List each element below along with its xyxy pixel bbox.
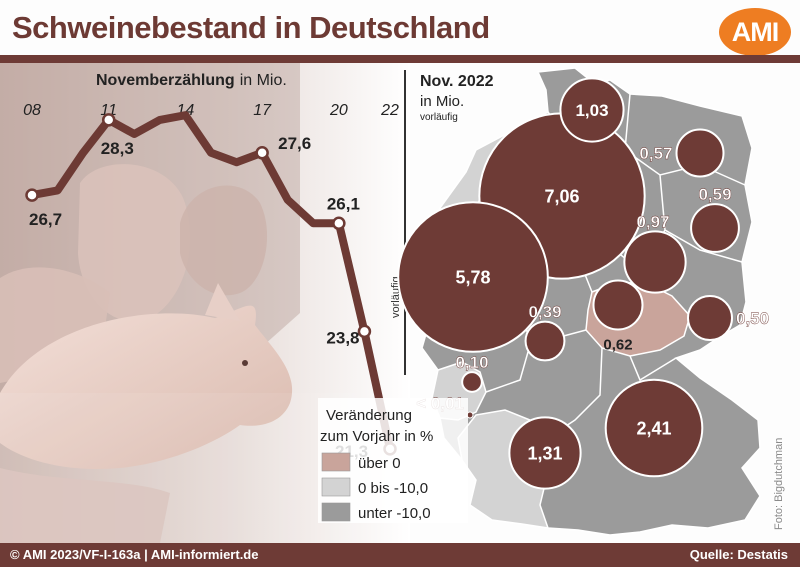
bubble-label: 2,41: [636, 418, 671, 438]
bubble-label: 0,57: [639, 144, 672, 163]
photo-credit: Foto: Bigdutchman: [773, 437, 785, 530]
map-bubble: [461, 371, 483, 393]
map-bubble: [559, 77, 625, 143]
bubble-label: 0,62: [603, 336, 632, 353]
map-bubble: [675, 128, 725, 178]
header-rule: [0, 55, 800, 63]
map-bubble: [508, 416, 582, 490]
footer-copyright: © AMI 2023/VF-I-163a | AMI-informiert.de: [10, 547, 259, 562]
legend: Veränderung zum Vorjahr in % über 0 0 bi…: [318, 398, 468, 523]
bubble-label: 1,03: [575, 101, 608, 120]
data-point: [332, 216, 346, 231]
line-chart-title-unit: in Mio.: [240, 72, 287, 89]
map-subtitle: vorläufig: [420, 112, 458, 123]
data-point: [25, 188, 39, 202]
bubble-label: 0,50: [736, 309, 769, 328]
x-tick-labels: 08 11 14 17 20 22: [23, 102, 399, 119]
line-chart-title: Novemberzählung in Mio.: [96, 72, 287, 89]
line-chart-title-main: Novemberzählung: [96, 72, 235, 89]
bubble-label: 0,59: [698, 185, 731, 204]
data-label: 23,8: [326, 328, 359, 347]
ami-logo: AMI: [719, 8, 791, 56]
page-title: Schweinebestand in Deutschland: [12, 10, 490, 45]
germany-map: Nov. 2022 in Mio. vorläufig 7,06 5,78 2,41…: [318, 67, 769, 536]
map-bubble: [397, 201, 549, 353]
data-point: [357, 324, 372, 339]
bubble-label: 0,10: [455, 353, 488, 372]
data-point: [255, 146, 269, 160]
map-bubble: [604, 378, 704, 478]
bubble-label: 1,31: [527, 443, 562, 463]
legend-swatch: [321, 477, 351, 497]
x-tick-label: 20: [329, 102, 348, 119]
map-bubble: [690, 203, 740, 253]
legend-label: unter -10,0: [358, 505, 431, 522]
data-label: 26,7: [29, 210, 62, 229]
x-tick-label: 17: [253, 102, 272, 119]
bubble-label: 0,97: [636, 212, 669, 231]
footer: © AMI 2023/VF-I-163a | AMI-informiert.de…: [0, 543, 800, 567]
bubble-label: 7,06: [544, 186, 579, 206]
data-label: 26,1: [327, 194, 360, 213]
legend-title-line1: Veränderung: [326, 407, 412, 424]
footer-source: Quelle: Destatis: [689, 547, 788, 562]
map-bubble: [592, 279, 644, 331]
x-tick-label: 22: [380, 102, 399, 119]
map-bubble: [524, 320, 566, 362]
legend-title-line2: zum Vorjahr in %: [320, 428, 433, 445]
data-label: 28,3: [101, 139, 134, 158]
map-unit: in Mio.: [420, 93, 464, 110]
legend-label: über 0: [358, 455, 401, 472]
x-tick-label: 08: [23, 102, 41, 119]
bubble-label: 0,39: [528, 303, 561, 322]
map-title: Nov. 2022: [420, 73, 494, 90]
bubble-label: 5,78: [455, 267, 490, 287]
map-bubble: [623, 230, 687, 294]
legend-label: 0 bis -10,0: [358, 480, 428, 497]
data-label: 27,6: [278, 134, 311, 153]
legend-swatch: [321, 452, 351, 472]
legend-swatch: [321, 502, 351, 522]
series-line: [28, 111, 394, 453]
map-bubble: [687, 295, 733, 341]
pig-photo: [0, 63, 410, 543]
data-point: [101, 113, 116, 127]
